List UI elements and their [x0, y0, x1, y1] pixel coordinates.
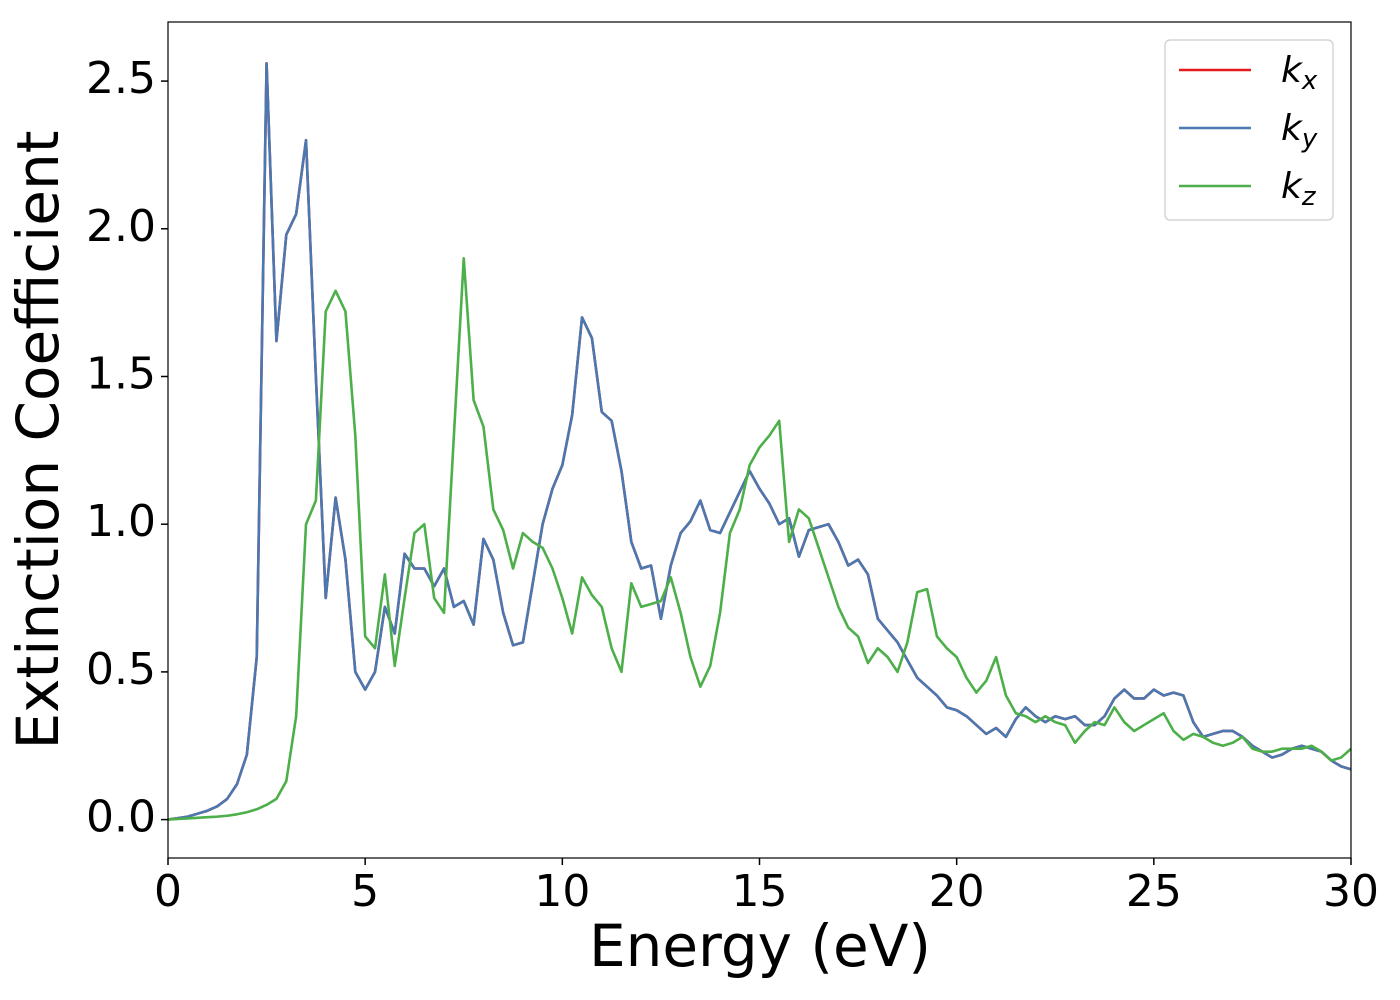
data-line [168, 257, 1351, 821]
y-axis-label: Extinction Coefficient [4, 131, 72, 750]
y-tick-label: 2.5 [86, 53, 156, 104]
legend-label-sub: z [1301, 182, 1317, 212]
legend-box [1164, 39, 1334, 221]
plot-frame [167, 21, 1352, 859]
x-tick-label: 10 [534, 866, 590, 917]
x-tick-label: 30 [1323, 866, 1379, 917]
legend-label: ky [1281, 108, 1318, 154]
legend-label: kx [1281, 50, 1318, 96]
data-line [168, 62, 1351, 821]
x-tick-label: 20 [929, 866, 985, 917]
x-tick-label: 15 [732, 866, 788, 917]
legend-label-base: k [1281, 108, 1304, 149]
legend-label-sub: y [1301, 124, 1318, 154]
legend-label-sub: x [1301, 66, 1318, 96]
x-tick-label: 5 [351, 866, 379, 917]
x-axis-label: Energy (eV) [589, 912, 931, 980]
y-tick-label: 1.5 [86, 348, 156, 399]
y-tick-label: 2.0 [86, 201, 156, 252]
legend-label-base: k [1281, 166, 1304, 207]
legend-label: kz [1281, 166, 1317, 212]
y-tick-label: 1.0 [86, 496, 156, 547]
legend-label-base: k [1281, 50, 1304, 91]
x-tick-label: 0 [154, 866, 182, 917]
x-tick-label: 25 [1126, 866, 1182, 917]
y-tick-label: 0.5 [86, 644, 156, 695]
y-tick-label: 0.0 [86, 792, 156, 843]
